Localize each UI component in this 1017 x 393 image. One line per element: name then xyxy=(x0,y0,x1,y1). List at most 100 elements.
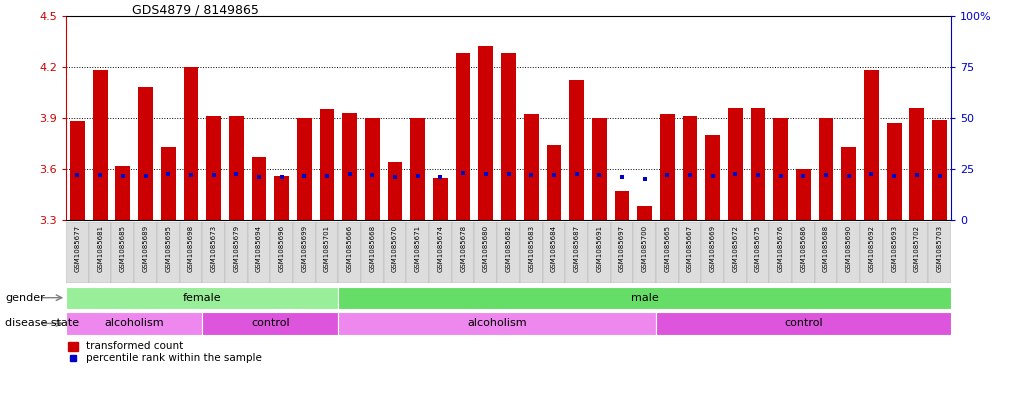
Bar xyxy=(315,222,339,283)
Bar xyxy=(433,178,447,220)
Bar xyxy=(383,222,407,283)
Bar xyxy=(339,287,951,309)
Bar xyxy=(271,222,293,283)
Bar xyxy=(319,109,335,220)
Bar xyxy=(161,147,176,220)
Bar xyxy=(565,222,588,283)
Text: GSM1085702: GSM1085702 xyxy=(914,225,919,272)
Bar xyxy=(180,222,202,283)
Text: GSM1085673: GSM1085673 xyxy=(211,225,217,272)
Bar xyxy=(819,118,834,220)
Text: GSM1085670: GSM1085670 xyxy=(393,225,398,272)
Text: GSM1085681: GSM1085681 xyxy=(98,225,103,272)
Bar xyxy=(225,222,247,283)
Text: GSM1085686: GSM1085686 xyxy=(800,225,806,272)
Text: female: female xyxy=(183,293,222,303)
Bar xyxy=(407,222,429,283)
Text: GSM1085689: GSM1085689 xyxy=(142,225,148,272)
Text: GSM1085688: GSM1085688 xyxy=(823,225,829,272)
Text: GSM1085691: GSM1085691 xyxy=(596,225,602,272)
Text: GSM1085678: GSM1085678 xyxy=(460,225,466,272)
Bar xyxy=(411,118,425,220)
Bar xyxy=(275,176,289,220)
Text: GSM1085667: GSM1085667 xyxy=(687,225,693,272)
Bar xyxy=(656,222,678,283)
Bar xyxy=(66,312,202,335)
Bar xyxy=(588,222,610,283)
Text: GSM1085703: GSM1085703 xyxy=(937,225,943,272)
Bar xyxy=(183,67,198,220)
Bar xyxy=(546,145,561,220)
Bar xyxy=(112,222,134,283)
Bar xyxy=(501,53,516,220)
Text: GSM1085668: GSM1085668 xyxy=(369,225,375,272)
Text: GSM1085699: GSM1085699 xyxy=(301,225,307,272)
Text: GSM1085674: GSM1085674 xyxy=(437,225,443,272)
Bar xyxy=(138,87,153,220)
Bar xyxy=(682,116,698,220)
Bar xyxy=(542,222,565,283)
Bar xyxy=(746,222,770,283)
Text: male: male xyxy=(631,293,658,303)
Text: GSM1085685: GSM1085685 xyxy=(120,225,126,272)
Text: percentile rank within the sample: percentile rank within the sample xyxy=(86,353,262,363)
Text: GSM1085684: GSM1085684 xyxy=(551,225,557,272)
Bar xyxy=(365,118,379,220)
Text: GSM1085695: GSM1085695 xyxy=(165,225,171,272)
Text: GSM1085680: GSM1085680 xyxy=(483,225,489,272)
Bar xyxy=(841,147,856,220)
Text: GSM1085701: GSM1085701 xyxy=(324,225,330,272)
Text: control: control xyxy=(251,318,290,329)
Bar xyxy=(728,108,742,220)
Text: GSM1085677: GSM1085677 xyxy=(74,225,80,272)
Text: GSM1085679: GSM1085679 xyxy=(233,225,239,272)
Bar xyxy=(88,222,112,283)
Text: control: control xyxy=(784,318,823,329)
Bar xyxy=(773,118,788,220)
Bar xyxy=(66,222,88,283)
Bar xyxy=(202,222,225,283)
Bar xyxy=(837,222,860,283)
Bar xyxy=(610,222,634,283)
Bar xyxy=(206,116,221,220)
Text: GSM1085696: GSM1085696 xyxy=(279,225,285,272)
Bar xyxy=(638,206,652,220)
Bar xyxy=(475,222,497,283)
Bar xyxy=(656,312,951,335)
Bar xyxy=(883,222,905,283)
Text: GSM1085672: GSM1085672 xyxy=(732,225,738,272)
Bar xyxy=(157,222,180,283)
Text: GSM1085698: GSM1085698 xyxy=(188,225,194,272)
Text: GSM1085690: GSM1085690 xyxy=(846,225,852,272)
Bar xyxy=(66,287,339,309)
Bar xyxy=(229,116,244,220)
Bar xyxy=(724,222,746,283)
Bar xyxy=(452,222,475,283)
Text: GSM1085697: GSM1085697 xyxy=(619,225,624,272)
Text: alcoholism: alcoholism xyxy=(468,318,527,329)
Bar xyxy=(770,222,792,283)
Bar xyxy=(706,135,720,220)
Text: GSM1085666: GSM1085666 xyxy=(347,225,353,272)
Text: GSM1085671: GSM1085671 xyxy=(415,225,421,272)
Bar xyxy=(592,118,606,220)
Bar xyxy=(343,113,357,220)
Bar xyxy=(247,222,271,283)
Text: GSM1085676: GSM1085676 xyxy=(778,225,784,272)
Bar xyxy=(339,222,361,283)
Bar xyxy=(933,119,947,220)
Bar xyxy=(524,114,539,220)
Bar xyxy=(815,222,837,283)
Bar xyxy=(634,222,656,283)
Text: gender: gender xyxy=(5,293,45,303)
Text: GSM1085692: GSM1085692 xyxy=(869,225,875,272)
Bar xyxy=(293,222,315,283)
Bar xyxy=(297,118,311,220)
Text: transformed count: transformed count xyxy=(86,341,184,351)
Bar xyxy=(792,222,815,283)
Bar xyxy=(570,81,584,220)
Text: alcoholism: alcoholism xyxy=(105,318,164,329)
Bar xyxy=(251,157,266,220)
Bar xyxy=(116,165,130,220)
Bar xyxy=(202,312,339,335)
